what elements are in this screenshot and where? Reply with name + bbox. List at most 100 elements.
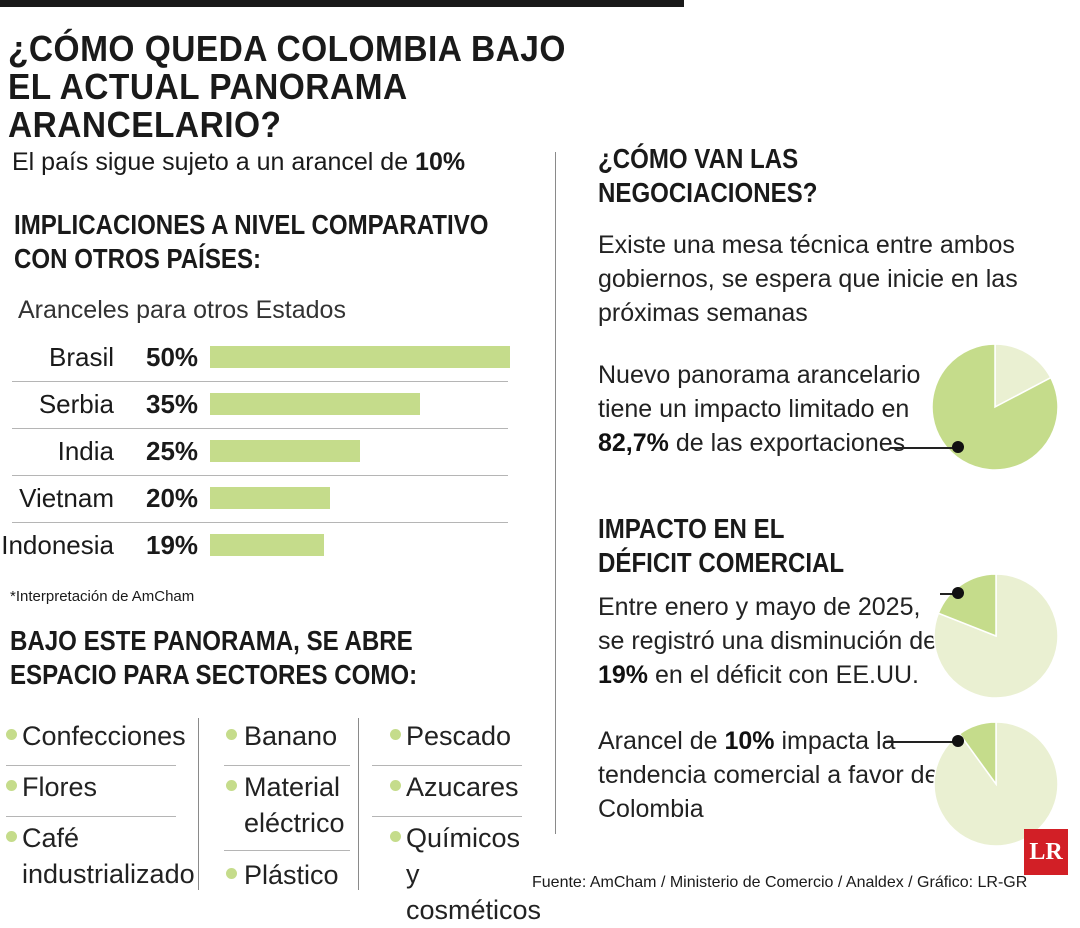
leader-line xyxy=(884,741,960,743)
arancel-line-3: Colombia xyxy=(598,795,704,823)
divider xyxy=(372,816,522,817)
sector-flores: Flores xyxy=(22,772,98,802)
pie-chart-exports xyxy=(931,343,1059,471)
implicaciones-heading-line-2: CON OTROS PAÍSES: xyxy=(14,243,262,274)
sector-quimicos: Químicos y cosméticos xyxy=(406,823,542,925)
column-divider xyxy=(198,718,199,890)
bullet-dot xyxy=(390,729,401,740)
bullet-dot xyxy=(6,831,17,842)
lead-value: 10% xyxy=(415,148,466,176)
source-credit: Fuente: AmCham / Ministerio de Comercio … xyxy=(532,874,1028,891)
pie-chart-arancel xyxy=(933,721,1059,847)
row-divider xyxy=(12,475,508,476)
negociaciones-heading-line-1: ¿CÓMO VAN LAS xyxy=(598,143,799,174)
bar-category-label: Vietnam xyxy=(19,483,114,513)
sector-material-electrico: Material eléctrico xyxy=(244,772,345,838)
leader-line xyxy=(890,447,958,449)
bar-value-label: 25% xyxy=(146,436,199,466)
sectores-heading: BAJO ESTE PANORAMA, SE ABRE ESPACIO PARA… xyxy=(10,624,417,692)
panorama-line-3-rest: de las exportaciones xyxy=(668,429,906,457)
bar-value-label: 35% xyxy=(146,389,199,419)
bullet-dot xyxy=(226,729,237,740)
sector-banano: Banano xyxy=(244,721,338,751)
deficit-value: 19% xyxy=(598,661,649,689)
lead-text: El país sigue sujeto a un arancel de 10% xyxy=(12,148,465,177)
column-divider xyxy=(358,718,359,890)
lead-text-body: El país sigue sujeto a un arancel de xyxy=(12,148,416,176)
column-divider-main xyxy=(555,152,556,834)
implicaciones-heading-line-1: IMPLICACIONES A NIVEL COMPARATIVO xyxy=(14,209,489,240)
deficit-heading-line-2: DÉFICIT COMERCIAL xyxy=(598,547,845,578)
deficit-line-3-rest: en el déficit con EE.UU. xyxy=(648,661,920,689)
bullet-dot xyxy=(6,780,17,791)
sector-cafe: Café industrializado xyxy=(22,823,195,889)
bar-value-label: 19% xyxy=(146,530,199,560)
negociaciones-line-2: gobiernos, se espera que inicie en las xyxy=(598,265,1018,293)
bullet-dot xyxy=(226,780,237,791)
bar-category-label: India xyxy=(57,436,114,466)
bullet-dot xyxy=(390,831,401,842)
bar-category-label: Indonesia xyxy=(1,530,114,560)
arancel-line-1: Arancel de 10% impacta la xyxy=(598,724,938,758)
leader-dot xyxy=(952,735,964,747)
divider xyxy=(6,816,176,817)
bar-value-label: 20% xyxy=(146,483,199,513)
arancel-line-1-post: impacta la xyxy=(774,727,896,755)
leader-line xyxy=(940,593,960,595)
bullet-dot xyxy=(390,780,401,791)
bullet-dot xyxy=(6,729,17,740)
negociaciones-heading: ¿CÓMO VAN LAS NEGOCIACIONES? xyxy=(598,142,817,210)
arancel-line-2: tendencia comercial a favor de xyxy=(598,761,939,789)
bar-category-label: Brasil xyxy=(48,342,114,372)
bar-chart: Brasil 50% Serbia 35% India 25% Vietnam 20% Indo… xyxy=(0,336,520,576)
bar-category-label: Serbia xyxy=(38,389,114,419)
row-divider xyxy=(12,381,508,382)
arancel-value: 10% xyxy=(724,727,775,755)
title-line-1: ¿CÓMO QUEDA COLOMBIA BAJO xyxy=(8,28,566,69)
bullet-dot xyxy=(226,868,237,879)
row-divider xyxy=(12,522,508,523)
sector-pescado: Pescado xyxy=(406,721,512,751)
sector-azucares: Azucares xyxy=(406,772,519,802)
lr-logo: LR xyxy=(1024,829,1068,875)
sectores-heading-line-2: ESPACIO PARA SECTORES COMO: xyxy=(10,659,418,690)
deficit-heading: IMPACTO EN EL DÉFICIT COMERCIAL xyxy=(598,512,844,580)
deficit-text: Entre enero y mayo de 2025, se registró … xyxy=(598,590,937,692)
title-line-2: EL ACTUAL PANORAMA ARANCELARIO? xyxy=(8,66,407,145)
page-title: ¿CÓMO QUEDA COLOMBIA BAJO EL ACTUAL PANO… xyxy=(8,30,659,144)
negociaciones-line-3: próximas semanas xyxy=(598,299,808,327)
panorama-line-2: tiene un impacto limitado en xyxy=(598,395,910,423)
pie-chart-deficit xyxy=(933,573,1059,699)
negociaciones-line-1: Existe una mesa técnica entre ambos xyxy=(598,231,1015,259)
divider xyxy=(372,765,522,766)
bar-chart-subtitle: Aranceles para otros Estados xyxy=(18,296,346,324)
negociaciones-body: Existe una mesa técnica entre ambos gobi… xyxy=(598,228,1018,330)
divider xyxy=(224,850,350,851)
bar xyxy=(210,534,324,556)
sector-plastico: Plástico xyxy=(244,860,339,890)
bar xyxy=(210,440,360,462)
pie-slice xyxy=(937,573,997,638)
pie-slice xyxy=(958,721,997,787)
panorama-text: Nuevo panorama arancelario tiene un impa… xyxy=(598,358,920,460)
top-rule xyxy=(0,0,684,7)
sectors-grid: Confecciones Flores Café industrializado… xyxy=(0,710,541,925)
row-divider xyxy=(12,428,508,429)
sectores-heading-line-1: BAJO ESTE PANORAMA, SE ABRE xyxy=(10,625,413,656)
pie-slice xyxy=(931,343,1059,471)
pie-slice xyxy=(994,343,1052,409)
leader-dot xyxy=(952,587,964,599)
deficit-line-2: se registró una disminución de xyxy=(598,627,938,655)
divider xyxy=(6,765,176,766)
sector-confecciones: Confecciones xyxy=(22,721,186,751)
bar xyxy=(210,346,510,368)
deficit-line-3: 19% en el déficit con EE.UU. xyxy=(598,658,937,692)
panorama-line-1: Nuevo panorama arancelario xyxy=(598,361,921,389)
bar xyxy=(210,487,330,509)
panorama-value: 82,7% xyxy=(598,429,669,457)
bar xyxy=(210,393,420,415)
implicaciones-heading: IMPLICACIONES A NIVEL COMPARATIVO CON OT… xyxy=(14,208,488,276)
bar-value-label: 50% xyxy=(146,342,199,372)
deficit-line-1: Entre enero y mayo de 2025, xyxy=(598,593,921,621)
arancel-text: Arancel de 10% impacta la tendencia come… xyxy=(598,724,938,826)
